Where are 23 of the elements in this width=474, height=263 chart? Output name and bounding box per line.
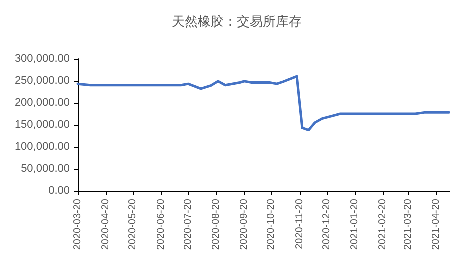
x-tick-label: 2020-11-20: [294, 198, 306, 250]
y-tick-label: 250,000.00: [14, 75, 70, 87]
y-tick-label: 0.00: [48, 185, 70, 197]
line-series: [76, 75, 450, 132]
x-tick-label: 2021-04-20: [430, 198, 442, 250]
x-tick-label: 2021-02-20: [378, 198, 389, 250]
x-tick-label: 2020-08-20: [210, 198, 222, 250]
x-tick-label: 2020-09-20: [239, 198, 250, 250]
y-tick-label: 300,000.00: [14, 53, 70, 65]
x-tick-label: 2021-03-20: [402, 198, 414, 250]
x-tick-label: 2020-06-20: [156, 198, 167, 250]
x-tick-label: 2020-12-20: [321, 198, 332, 250]
x-tick-label: 2020-04-20: [100, 198, 112, 250]
y-tick-label: 50,000.00: [21, 163, 70, 175]
x-tick-label: 2021-01-20: [349, 198, 360, 250]
x-tick-label: 2020-07-20: [182, 198, 194, 250]
y-tick-label: 150,000.00: [14, 119, 70, 131]
y-tick-label: 200,000.00: [14, 97, 70, 109]
y-tick-label: 100,000.00: [14, 141, 70, 153]
chart-title: 天然橡胶：交易所库存: [172, 14, 302, 29]
x-tick-label: 2020-03-20: [72, 198, 84, 250]
x-tick-label: 2020-05-20: [128, 198, 139, 250]
x-tick-label: 2020-10-20: [266, 198, 278, 250]
